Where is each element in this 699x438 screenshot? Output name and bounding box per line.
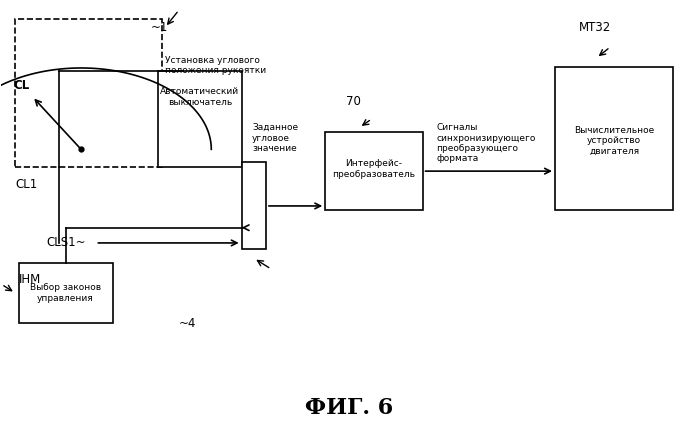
Text: CL1: CL1: [15, 178, 38, 191]
Text: Интерфейс-
преобразователь: Интерфейс- преобразователь: [332, 159, 415, 179]
Text: IHM: IHM: [19, 273, 41, 286]
Text: ~1: ~1: [151, 21, 168, 34]
Text: Заданное
угловое
значение: Заданное угловое значение: [252, 123, 298, 153]
Text: CL: CL: [14, 79, 30, 92]
Text: Вычислительное
устройство
двигателя: Вычислительное устройство двигателя: [574, 126, 654, 155]
Text: Автоматический
выключатель: Автоматический выключатель: [160, 88, 239, 107]
Text: Выбор законов
управления: Выбор законов управления: [30, 283, 101, 303]
FancyBboxPatch shape: [19, 262, 113, 323]
FancyBboxPatch shape: [555, 67, 673, 210]
FancyBboxPatch shape: [242, 162, 266, 250]
Text: ~4: ~4: [179, 317, 196, 330]
Text: Сигналы
синхронизирующего
преобразующего
формата: Сигналы синхронизирующего преобразующего…: [437, 123, 536, 163]
Text: 70: 70: [345, 95, 361, 108]
FancyBboxPatch shape: [15, 19, 161, 167]
Text: ФИГ. 6: ФИГ. 6: [305, 397, 394, 419]
FancyBboxPatch shape: [158, 71, 242, 167]
Text: CLS1~: CLS1~: [47, 237, 86, 249]
FancyBboxPatch shape: [325, 132, 423, 210]
Text: Установка углового
положения рукоятки: Установка углового положения рукоятки: [165, 56, 266, 75]
Text: МТ32: МТ32: [579, 21, 612, 34]
